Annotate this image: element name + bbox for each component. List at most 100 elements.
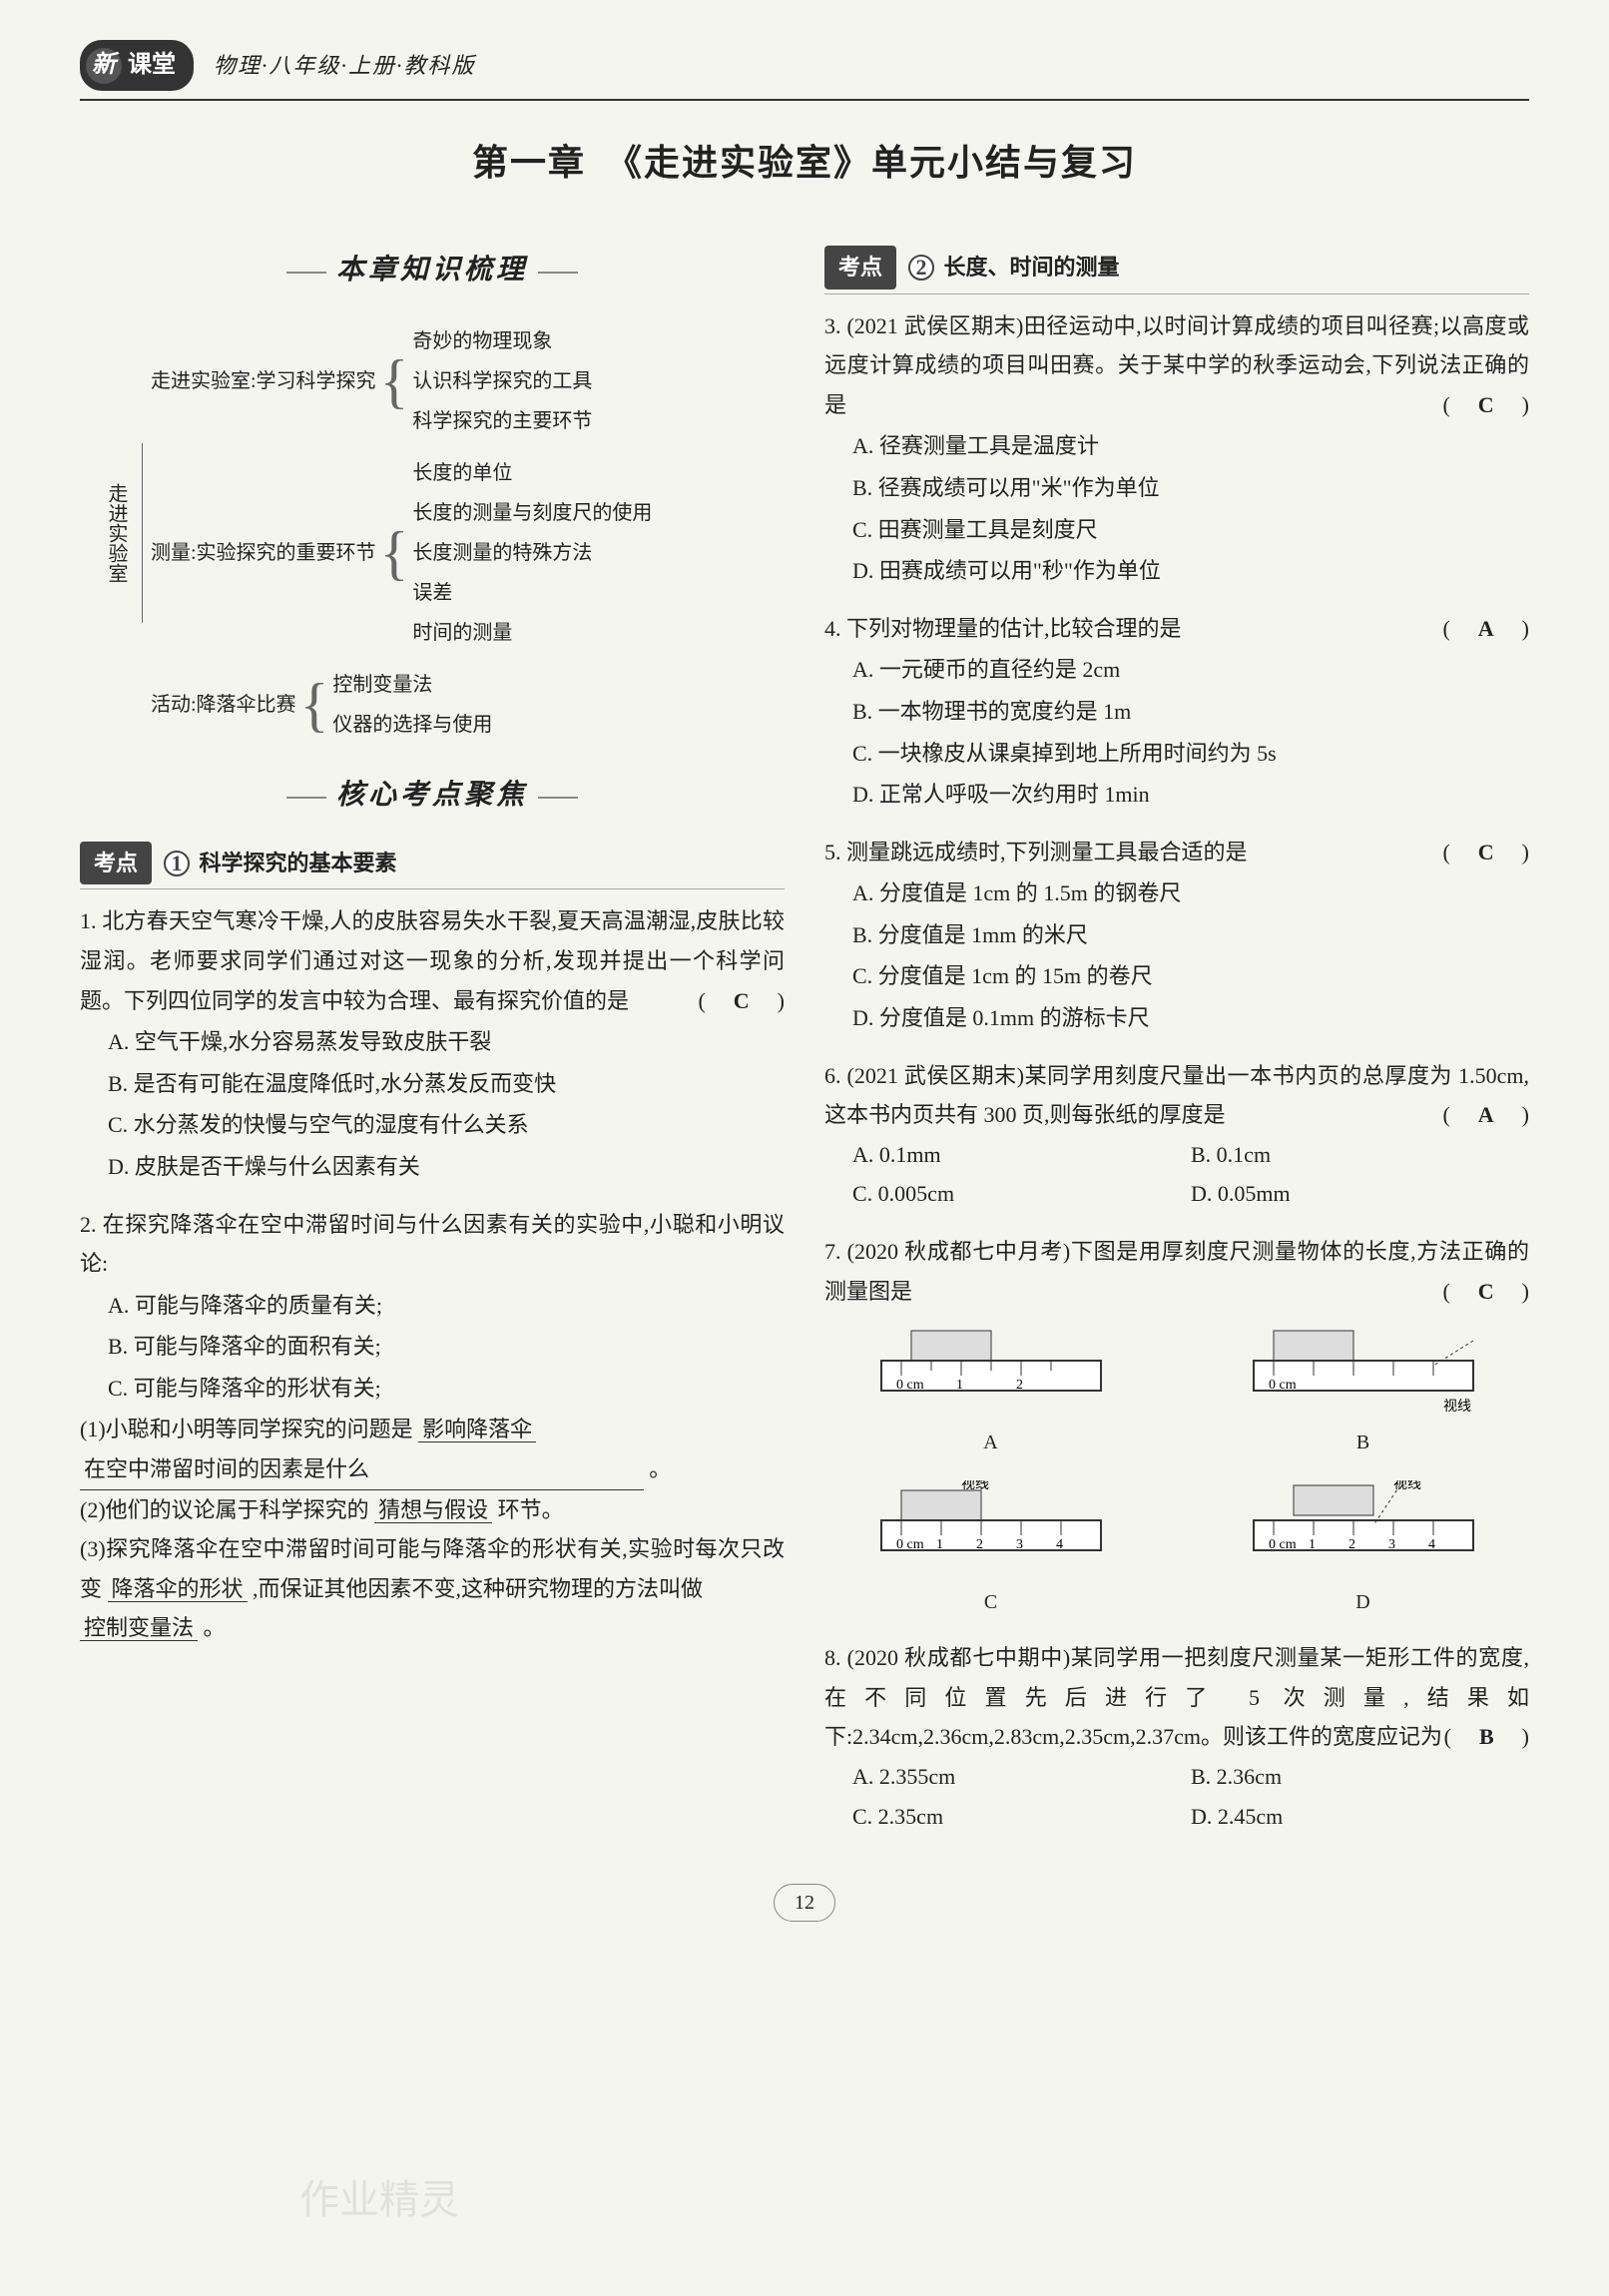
q3-opt-b: B. 径赛成绩可以用"米"作为单位 (852, 468, 1529, 508)
q8-opt-a: A. 2.355cm (852, 1757, 1191, 1797)
q8-opt-b: B. 2.36cm (1191, 1757, 1529, 1797)
two-column-layout: 本章知识梳理 走进实验室 走进实验室:学习科学探究 { 奇妙的物理现象 认识科学… (80, 236, 1529, 1854)
mindmap-branch-2: 测量:实验探究的重要环节 { 长度的单位 长度的测量与刻度尺的使用 长度测量的特… (151, 453, 652, 653)
branch3-label: 活动:降落伞比赛 (151, 685, 296, 725)
mindmap-branch-3: 活动:降落伞比赛 { 控制变量法 仪器的选择与使用 (151, 665, 652, 745)
b3-item: 控制变量法 (332, 665, 492, 705)
q2-p3-fill1: 降落伞的形状 (108, 1576, 248, 1602)
q5-options: A. 分度值是 1cm 的 1.5m 的钢卷尺 B. 分度值是 1mm 的米尺 … (824, 873, 1529, 1037)
q7-fig-c: 视线 0 cm 1 2 3 4 C (861, 1480, 1121, 1620)
q2-p3-mid: ,而保证其他因素不变,这种研究物理的方法叫做 (253, 1576, 703, 1601)
mindmap-branch-1: 走进实验室:学习科学探究 { 奇妙的物理现象 认识科学探究的工具 科学探究的主要… (151, 321, 652, 441)
logo-badge: 新 课堂 (80, 40, 194, 91)
branch3-items: 控制变量法 仪器的选择与使用 (332, 665, 492, 745)
q8-answer-slot: ( B ) (1444, 1717, 1529, 1757)
branch2-label: 测量:实验探究的重要环节 (151, 533, 376, 573)
question-5: 5. 测量跳远成绩时,下列测量工具最合适的是 ( C ) A. 分度值是 1cm… (824, 833, 1529, 1038)
b2-item: 长度的测量与刻度尺的使用 (412, 493, 652, 533)
q4-opt-d: D. 正常人呼吸一次约用时 1min (852, 775, 1529, 815)
svg-text:视线: 视线 (1393, 1480, 1421, 1492)
kaodian-1-header: 考点 1 科学探究的基本要素 (80, 842, 785, 890)
svg-text:4: 4 (1428, 1537, 1435, 1552)
q2-p3-fill2: 控制变量法 (80, 1615, 198, 1641)
watermark: 作业精灵 (299, 2164, 459, 2236)
q2-p1-post: 。 (649, 1456, 671, 1481)
mindmap: 走进实验室 走进实验室:学习科学探究 { 奇妙的物理现象 认识科学探究的工具 科… (80, 315, 785, 751)
q4-options: A. 一元硬币的直径约是 2cm B. 一本物理书的宽度约是 1m C. 一块橡… (824, 650, 1529, 814)
svg-text:0 cm: 0 cm (1269, 1378, 1297, 1393)
q7-answer: C (1472, 1279, 1500, 1304)
logo-text: 课堂 (128, 44, 176, 87)
kaodian-1-title: 科学探究的基本要素 (200, 851, 397, 875)
svg-text:2: 2 (1016, 1378, 1023, 1393)
q2-opt-b: B. 可能与降落伞的面积有关; (108, 1327, 785, 1367)
branch1-label: 走进实验室:学习科学探究 (151, 361, 376, 401)
q8-stem: 8. (2020 秋成都七中期中)某同学用一把刻度尺测量某一矩形工件的宽度,在不… (824, 1638, 1529, 1757)
b2-item: 时间的测量 (412, 613, 652, 653)
question-3: 3. (2021 武侯区期末)田径运动中,以时间计算成绩的项目叫径赛;以高度或远… (824, 306, 1529, 591)
q1-answer-slot: ( C ) (698, 981, 785, 1021)
b1-item: 奇妙的物理现象 (412, 321, 592, 361)
q5-answer: C (1472, 840, 1500, 864)
q6-opt-b: B. 0.1cm (1191, 1135, 1529, 1175)
ruler-c-icon: 视线 0 cm 1 2 3 4 (861, 1480, 1121, 1580)
q2-p2-fill: 猜想与假设 (374, 1497, 492, 1523)
q1-opt-b: B. 是否有可能在温度降低时,水分蒸发反而变快 (108, 1064, 785, 1104)
kaodian-2-header: 考点2 长度、时间的测量 (824, 246, 1529, 294)
b1-item: 科学探究的主要环节 (412, 401, 592, 441)
q4-stem: 4. 下列对物理量的估计,比较合理的是 ( A ) (824, 609, 1529, 649)
q3-opt-d: D. 田赛成绩可以用"秒"作为单位 (852, 551, 1529, 591)
q1-options: A. 空气干燥,水分容易蒸发导致皮肤干裂 B. 是否有可能在温度降低时,水分蒸发… (80, 1022, 785, 1186)
q3-answer: C (1472, 392, 1500, 417)
q5-opt-c: C. 分度值是 1cm 的 15m 的卷尺 (852, 956, 1529, 996)
q8-answer: B (1473, 1724, 1500, 1749)
q5-stem: 5. 测量跳远成绩时,下列测量工具最合适的是 ( C ) (824, 833, 1529, 872)
q3-opt-a: A. 径赛测量工具是温度计 (852, 426, 1529, 466)
q1-opt-a: A. 空气干燥,水分容易蒸发导致皮肤干裂 (108, 1022, 785, 1062)
q6-answer-slot: ( A ) (1442, 1095, 1529, 1135)
svg-text:1: 1 (1309, 1537, 1316, 1552)
q2-part1: (1)小聪和小明等同学探究的问题是 影响降落伞 (80, 1410, 785, 1449)
b2-item: 长度测量的特殊方法 (412, 533, 652, 573)
page-header: 新 课堂 物理·八年级·上册·教科版 (80, 40, 1529, 101)
ruler-b-icon: 视线 0 cm (1234, 1321, 1493, 1421)
svg-text:1: 1 (956, 1378, 963, 1393)
svg-text:1: 1 (936, 1537, 943, 1552)
ruler-d-icon: 视线 0 cm 1 2 3 4 (1234, 1480, 1493, 1580)
page-footer: 12 (80, 1884, 1529, 1922)
kaodian-num: 2 (908, 255, 934, 281)
bracket-icon: { (380, 523, 409, 583)
b1-item: 认识科学探究的工具 (412, 361, 592, 401)
bracket-icon: { (300, 675, 329, 735)
b2-item: 误差 (412, 573, 652, 613)
logo-char: 新 (86, 48, 122, 84)
q7-answer-slot: ( C ) (1442, 1272, 1529, 1312)
q8-stem-text: 8. (2020 秋成都七中期中)某同学用一把刻度尺测量某一矩形工件的宽度,在不… (824, 1645, 1529, 1749)
q8-options: A. 2.355cm B. 2.36cm C. 2.35cm D. 2.45cm (824, 1757, 1529, 1836)
q3-answer-slot: ( C ) (1442, 385, 1529, 425)
q5-answer-slot: ( C ) (1442, 833, 1529, 872)
kaodian-pill: 考点 (80, 842, 152, 885)
q2-part2: (2)他们的议论属于科学探究的 猜想与假设 环节。 (80, 1490, 785, 1530)
q2-options: A. 可能与降落伞的质量有关; B. 可能与降落伞的面积有关; C. 可能与降落… (80, 1286, 785, 1409)
q1-stem-text: 1. 北方春天空气寒冷干燥,人的皮肤容易失水干裂,夏天高温潮湿,皮肤比较湿润。老… (80, 908, 785, 1012)
q2-stem: 2. 在探究降落伞在空中滞留时间与什么因素有关的实验中,小聪和小明议论: (80, 1205, 785, 1284)
q7-figure-grid: 0 cm 1 2 A (824, 1321, 1529, 1620)
svg-text:视线: 视线 (1443, 1399, 1471, 1415)
q5-stem-text: 5. 测量跳远成绩时,下列测量工具最合适的是 (824, 840, 1248, 864)
q4-opt-a: A. 一元硬币的直径约是 2cm (852, 650, 1529, 690)
q6-opt-d: D. 0.05mm (1191, 1174, 1529, 1214)
kaodian-num: 1 (164, 851, 190, 876)
q7-stem-text: 7. (2020 秋成都七中月考)下图是用厚刻度尺测量物体的长度,方法正确的测量… (824, 1239, 1529, 1304)
q2-p1-fill1: 影响降落伞 (418, 1417, 536, 1442)
question-1: 1. 北方春天空气寒冷干燥,人的皮肤容易失水干裂,夏天高温潮湿,皮肤比较湿润。老… (80, 901, 785, 1186)
question-4: 4. 下列对物理量的估计,比较合理的是 ( A ) A. 一元硬币的直径约是 2… (824, 609, 1529, 815)
svg-text:视线: 视线 (961, 1480, 989, 1492)
q5-opt-d: D. 分度值是 0.1mm 的游标卡尺 (852, 998, 1529, 1038)
q7-fig-a: 0 cm 1 2 A (861, 1321, 1121, 1460)
q6-stem: 6. (2021 武侯区期末)某同学用刻度尺量出一本书内页的总厚度为 1.50c… (824, 1056, 1529, 1135)
q6-opt-a: A. 0.1mm (852, 1135, 1191, 1175)
q6-options: A. 0.1mm B. 0.1cm C. 0.005cm D. 0.05mm (824, 1135, 1529, 1214)
right-column: 考点2 长度、时间的测量 3. (2021 武侯区期末)田径运动中,以时间计算成… (824, 236, 1529, 1854)
q2-p2-post: 环节。 (498, 1497, 564, 1522)
